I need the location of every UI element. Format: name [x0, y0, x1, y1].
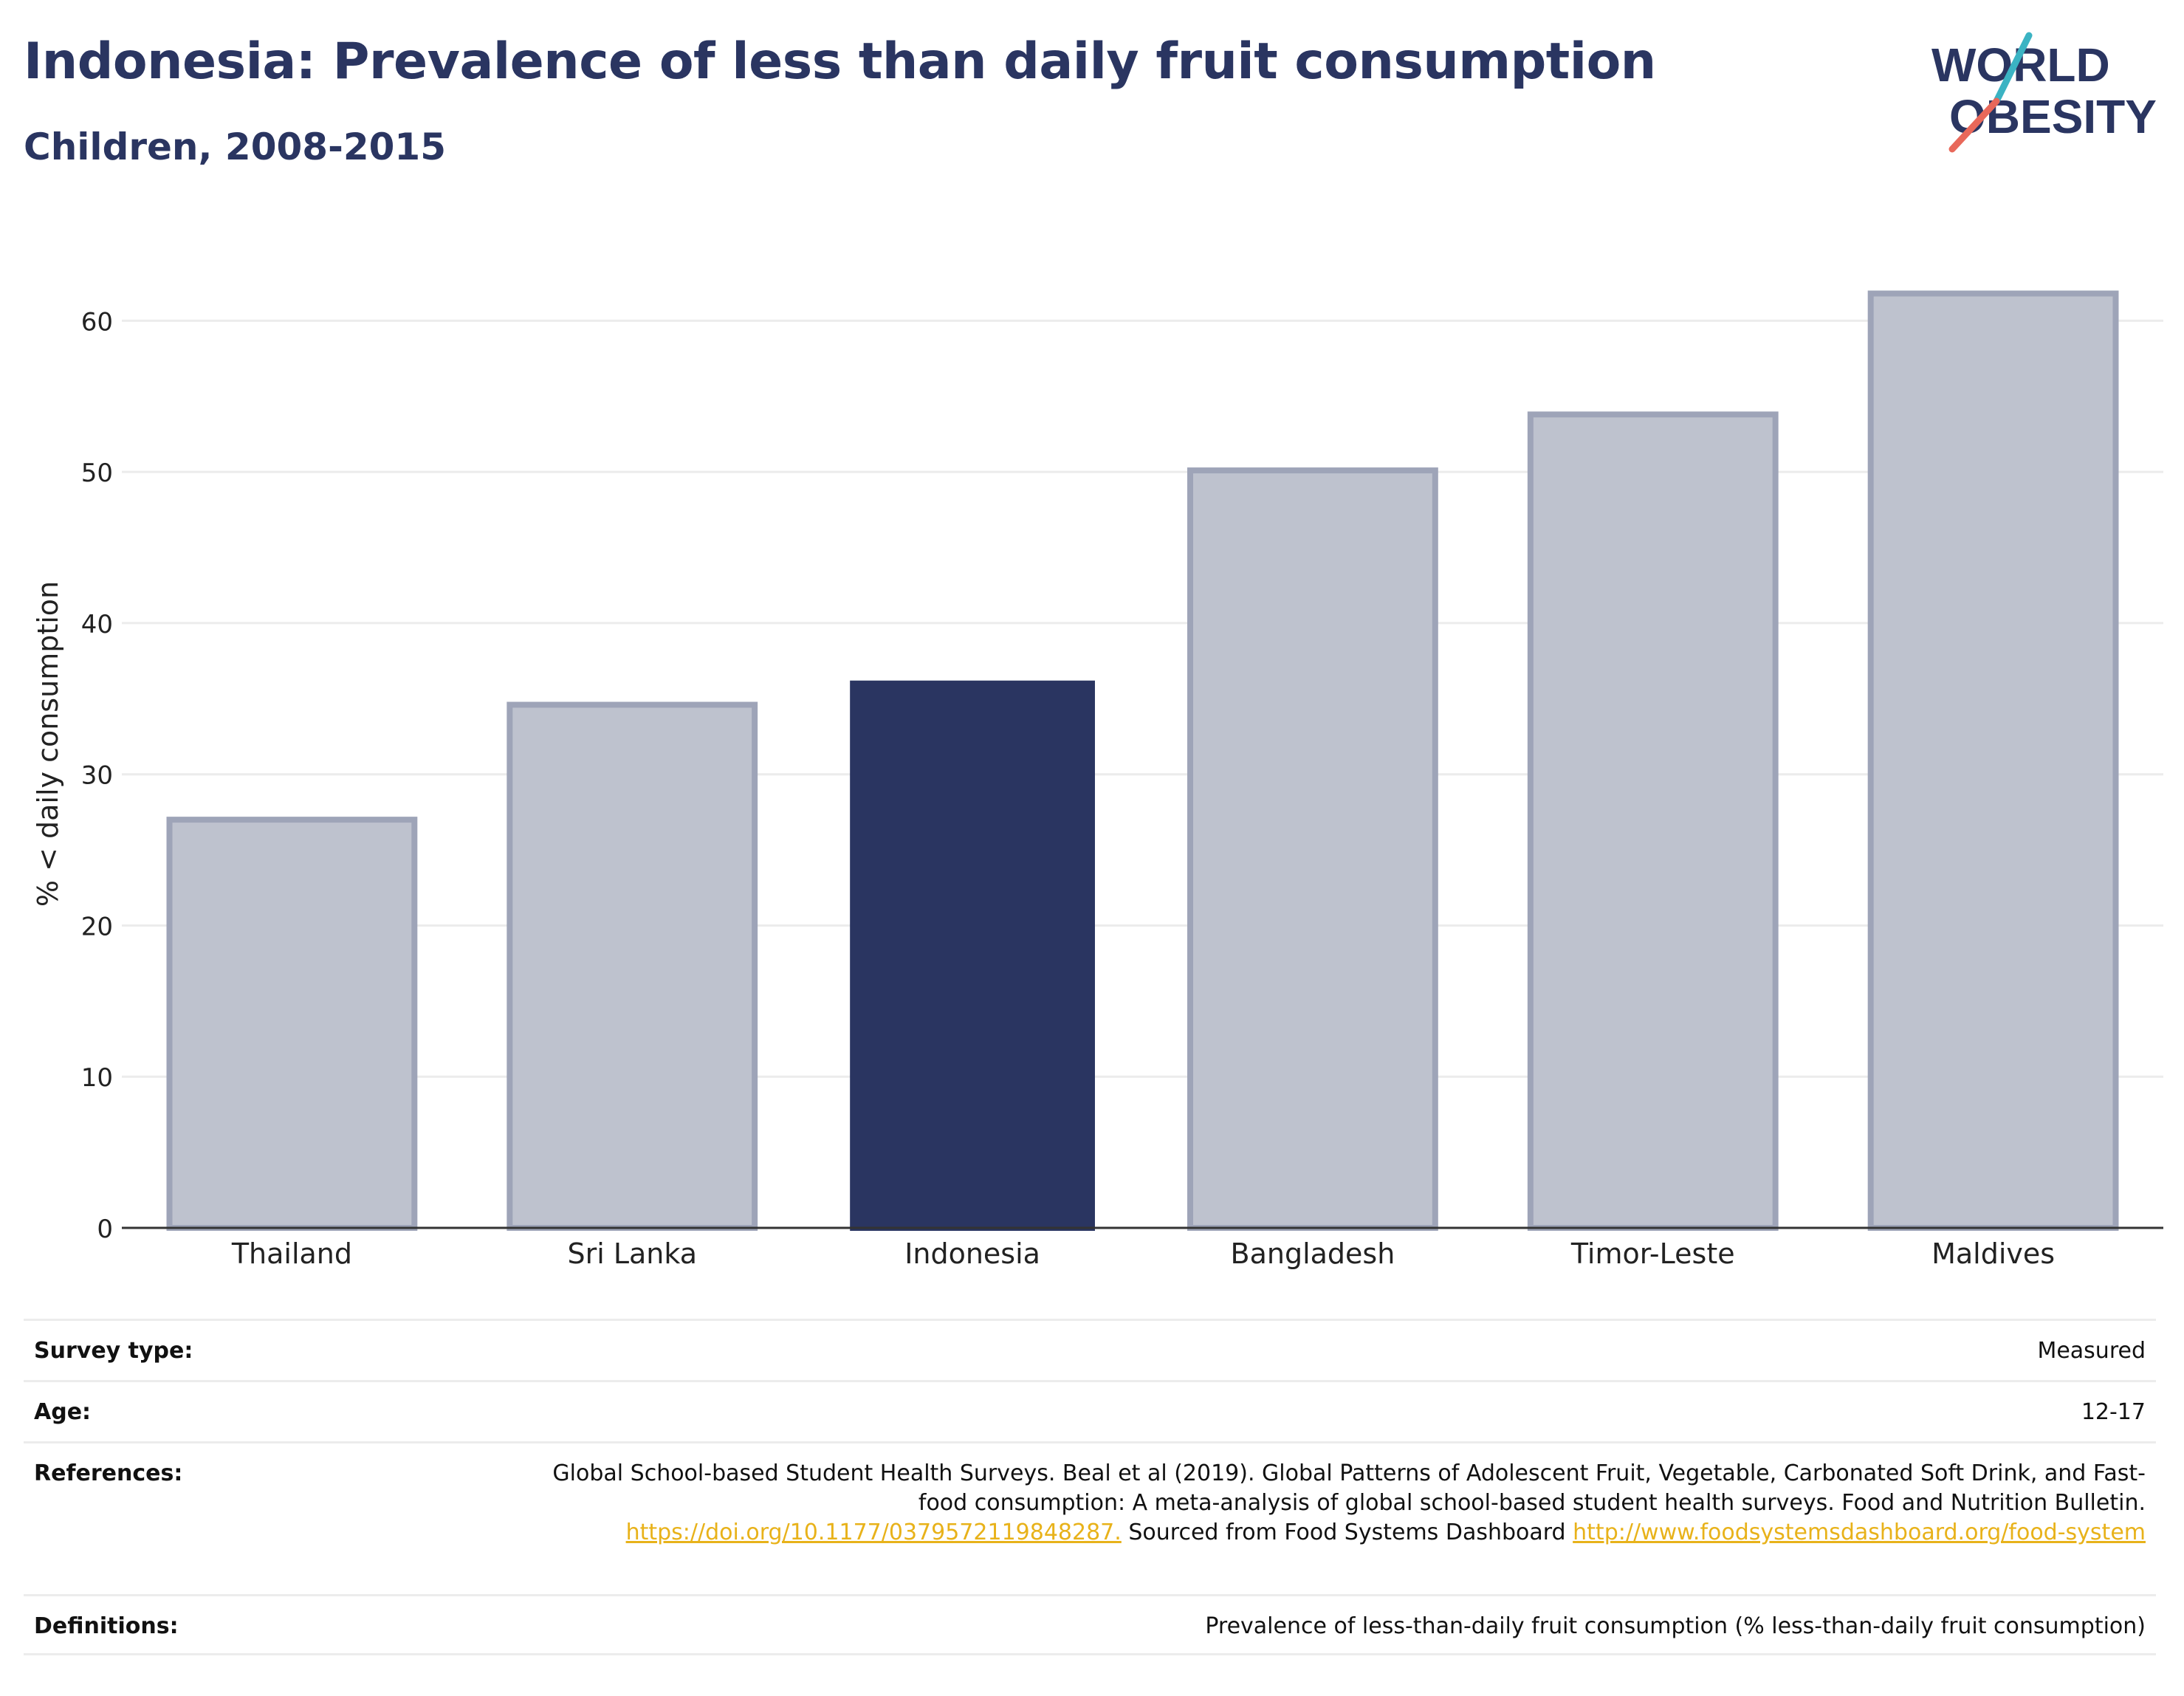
definitions-label: Definitions:: [34, 1613, 179, 1639]
references-text: Global School-based Student Health Surve…: [552, 1460, 2146, 1516]
bar-maldives: [1867, 290, 2119, 1232]
info-row-survey-type: Survey type: Measured: [24, 1319, 2156, 1380]
age-label: Age:: [34, 1399, 92, 1425]
logo-slash-teal: [1993, 32, 2033, 105]
logo-slash-red: [1948, 97, 2000, 153]
world-obesity-logo: WORLD OBESITY: [1931, 32, 2157, 153]
bar-sri-lanka: [506, 701, 758, 1231]
y-tick-label: 60: [81, 307, 113, 337]
y-tick-label: 20: [81, 912, 113, 941]
survey-type-label: Survey type:: [34, 1338, 193, 1364]
x-tick-label: Timor-Leste: [1570, 1237, 1735, 1270]
bar-timor-leste: [1527, 411, 1779, 1231]
info-row-age: Age: 12-17: [24, 1380, 2156, 1441]
references-label: References:: [34, 1460, 183, 1486]
bar-bangladesh: [1187, 467, 1438, 1231]
info-row-definitions: Definitions: Prevalence of less-than-dai…: [24, 1594, 2156, 1655]
y-tick-label: 10: [81, 1063, 113, 1093]
doi-link[interactable]: https://doi.org/10.1177/0379572119848287…: [625, 1520, 1122, 1545]
references-value: Global School-based Student Health Surve…: [506, 1459, 2146, 1548]
y-tick-label: 40: [81, 610, 113, 639]
survey-type-value: Measured: [2037, 1338, 2146, 1364]
bar-chart: 0 10 20 30 40 50 60 % < daily consumption Thaila…: [32, 290, 2163, 1270]
info-row-references: References: Global School-based Student …: [24, 1441, 2156, 1594]
x-tick-label: Indonesia: [904, 1237, 1040, 1270]
chart-title: Indonesia: Prevalence of less than daily…: [24, 32, 1656, 91]
chart-subtitle: Children, 2008-2015: [24, 126, 446, 168]
y-tick-label: 50: [81, 459, 113, 488]
references-source-text: Sourced from Food Systems Dashboard: [1128, 1520, 1566, 1545]
x-tick-label: Thailand: [231, 1237, 352, 1270]
definitions-value: Prevalence of less-than-daily fruit cons…: [1205, 1613, 2146, 1639]
y-tick-label: 30: [81, 761, 113, 791]
y-tick-label: 0: [97, 1215, 113, 1244]
food-systems-link[interactable]: http://www.foodsystemsdashboard.org/food…: [1573, 1520, 2146, 1545]
age-value: 12-17: [2081, 1399, 2146, 1425]
x-tick-label: Bangladesh: [1231, 1237, 1395, 1270]
x-tick-label: Sri Lanka: [567, 1237, 697, 1270]
bar-indonesia: [850, 680, 1095, 1231]
bar-thailand: [166, 817, 418, 1231]
y-axis-title: % < daily consumption: [32, 581, 64, 907]
info-table: Survey type: Measured Age: 12-17 Referen…: [24, 1319, 2156, 1655]
x-tick-label: Maldives: [1931, 1237, 2055, 1270]
